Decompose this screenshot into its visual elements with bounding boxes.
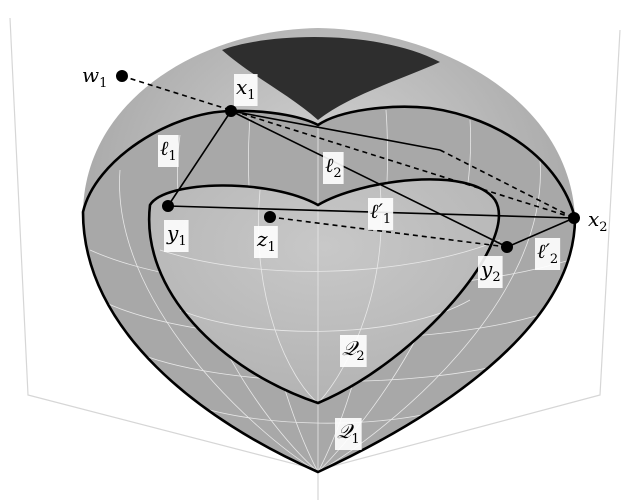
point-label: y2 xyxy=(478,256,503,288)
symbol: x xyxy=(588,207,599,231)
subscript: 1 xyxy=(247,88,255,103)
subscript: 2 xyxy=(599,220,607,235)
point-label: x2 xyxy=(588,207,608,235)
subscript: 2 xyxy=(492,270,500,285)
label-box xyxy=(234,74,258,106)
symbol: ℓ xyxy=(325,153,334,177)
label-text: w1 xyxy=(82,63,107,91)
symbol: y xyxy=(480,257,493,281)
point-label: z1 xyxy=(254,226,278,258)
point-label: ℓ′2 xyxy=(535,238,561,270)
label-text: y1 xyxy=(166,221,187,249)
symbol: ℓ′ xyxy=(537,239,550,263)
point-label: ℓ1 xyxy=(158,135,179,167)
label-box xyxy=(323,152,344,184)
point-label: 𝒬1 xyxy=(335,418,362,450)
subscript: 2 xyxy=(550,252,558,267)
surface xyxy=(81,28,577,474)
symbol: y xyxy=(166,221,179,245)
subscript: 1 xyxy=(383,212,391,227)
symbol: ℓ xyxy=(160,136,169,160)
label-text: 𝒬1 xyxy=(337,419,360,447)
points xyxy=(116,70,580,253)
symbol: z xyxy=(256,227,268,251)
label-box xyxy=(164,220,189,252)
subscript: 1 xyxy=(351,432,359,447)
point-label: x1 xyxy=(234,74,258,106)
subscript: 1 xyxy=(268,240,276,255)
symbol: w xyxy=(82,63,99,87)
point-label: ℓ2 xyxy=(323,152,344,184)
label-text: ℓ2 xyxy=(325,153,342,181)
symbol: 𝒬 xyxy=(342,336,360,360)
point-label: w1 xyxy=(82,63,107,91)
label-box xyxy=(158,135,179,167)
label-box xyxy=(340,335,367,367)
subscript: 1 xyxy=(99,76,107,91)
label-text: ℓ′2 xyxy=(537,239,558,267)
label-text: ℓ1 xyxy=(160,136,177,164)
symbol: 𝒬 xyxy=(337,419,355,443)
subscript: 2 xyxy=(333,166,341,181)
label-text: ℓ′1 xyxy=(370,199,391,227)
point-label: y1 xyxy=(164,220,189,252)
subscript: 2 xyxy=(356,349,364,364)
subscript: 1 xyxy=(168,149,176,164)
label-text: x1 xyxy=(236,75,256,103)
point-label: 𝒬2 xyxy=(340,335,367,367)
label-text: 𝒬2 xyxy=(342,336,365,364)
subscript: 1 xyxy=(178,234,186,249)
label-box xyxy=(254,226,278,258)
label-box xyxy=(535,238,561,270)
label-text: y2 xyxy=(480,257,501,285)
symbol: ℓ′ xyxy=(370,199,383,223)
label-box xyxy=(478,256,503,288)
label-box xyxy=(335,418,362,450)
label-box xyxy=(368,198,394,230)
label-text: z1 xyxy=(256,227,276,255)
label-text: x2 xyxy=(588,207,608,235)
point-label: ℓ′1 xyxy=(368,198,394,230)
symbol: x xyxy=(236,75,247,99)
